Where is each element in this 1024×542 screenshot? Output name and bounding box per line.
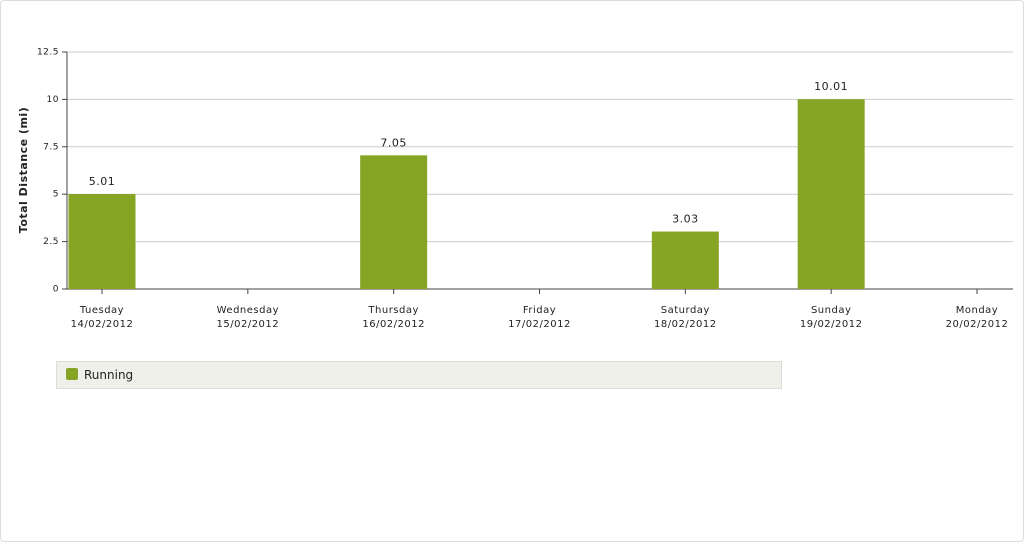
x-tick-label: 18/02/2012 [654,319,717,330]
x-tick-label: 15/02/2012 [217,319,280,330]
legend-swatch [66,368,78,380]
y-tick-label: 2.5 [43,237,59,247]
data-label: 7.05 [380,136,407,149]
x-tick-label: Thursday [367,305,419,316]
bar [797,99,865,289]
x-tick-label: 19/02/2012 [800,319,863,330]
x-tick-label: Friday [523,305,556,316]
x-tick-label: 17/02/2012 [508,319,571,330]
bar [68,194,136,289]
data-label: 3.03 [672,213,699,226]
bar [360,155,428,289]
bar [651,231,719,289]
x-tick-label: Saturday [661,305,710,316]
y-tick-label: 0 [53,285,59,295]
x-tick-label: 14/02/2012 [71,319,134,330]
y-tick-label: 10 [47,95,59,105]
data-label: 5.01 [89,175,116,188]
y-tick-label: 12.5 [37,48,59,58]
y-tick-label: 7.5 [43,142,59,152]
legend-box [56,361,782,389]
y-tick-label: 5 [53,190,59,200]
legend-label: Running [84,368,133,382]
x-tick-label: Tuesday [79,305,124,316]
x-tick-label: 20/02/2012 [946,319,1009,330]
data-label: 10.01 [814,80,848,93]
x-tick-label: Wednesday [217,305,279,316]
x-tick-label: 16/02/2012 [362,319,425,330]
x-tick-label: Monday [956,305,998,316]
x-tick-label: Sunday [811,305,851,316]
y-axis-title: Total Distance (mi) [17,107,30,233]
